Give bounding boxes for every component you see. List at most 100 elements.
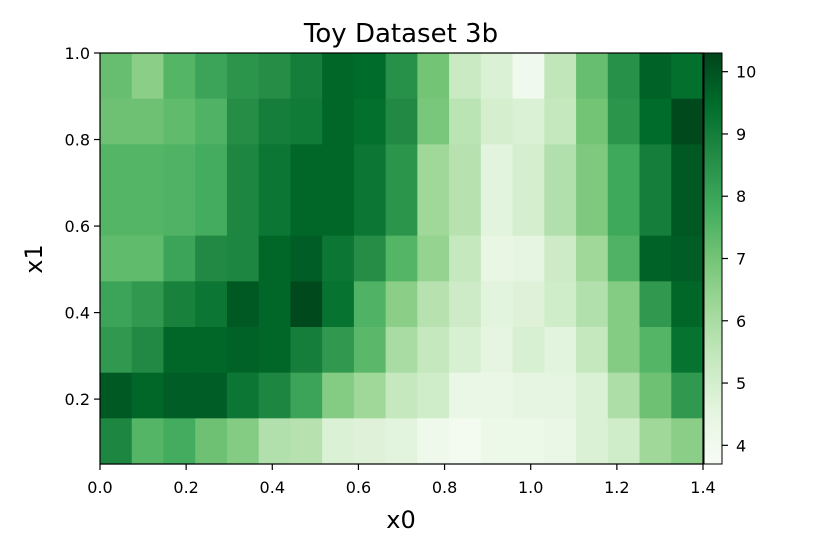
x-tick-label: 0.8 xyxy=(432,478,457,497)
heatmap-cell xyxy=(258,53,292,100)
heatmap-cell xyxy=(449,53,482,100)
heatmap-cell xyxy=(480,53,514,100)
heatmap-cell xyxy=(100,327,133,374)
colorbar-tick-label: 5 xyxy=(736,374,746,393)
heatmap-cell xyxy=(258,144,292,191)
y-tick-label: 0.8 xyxy=(65,131,90,150)
x-tick-label: 1.2 xyxy=(604,478,629,497)
heatmap-cell xyxy=(195,53,228,100)
heatmap-cell xyxy=(195,98,228,145)
heatmap-cell xyxy=(449,235,482,282)
heatmap-cell xyxy=(639,372,672,419)
heatmap-cell xyxy=(544,235,577,282)
heatmap-cell xyxy=(449,327,482,374)
heatmap-cell xyxy=(163,327,196,374)
heatmap-cell xyxy=(544,53,577,100)
heatmap-cell xyxy=(131,53,165,100)
heatmap-cell xyxy=(576,327,609,374)
heatmap-cell xyxy=(385,372,418,419)
heatmap-cell xyxy=(449,144,482,191)
heatmap-cell xyxy=(576,53,609,100)
heatmap-cell xyxy=(258,98,292,145)
heatmap-cell xyxy=(417,372,450,419)
heatmap-cell xyxy=(449,281,482,328)
heatmap-cell xyxy=(607,190,641,237)
heatmap-cell xyxy=(290,53,323,100)
heatmap-cell xyxy=(480,327,514,374)
heatmap-cell xyxy=(607,98,641,145)
heatmap-cell xyxy=(385,235,418,282)
heatmap-cell xyxy=(385,53,418,100)
heatmap-cell xyxy=(417,190,450,237)
heatmap-cell xyxy=(353,53,387,100)
heatmap-cell xyxy=(226,144,260,191)
heatmap-cell xyxy=(131,418,165,465)
heatmap-cell xyxy=(512,418,545,465)
heatmap-cell xyxy=(100,53,133,100)
heatmap-cell xyxy=(322,418,355,465)
heatmap-cell xyxy=(576,98,609,145)
heatmap-cell xyxy=(671,235,704,282)
chart-title: Toy Dataset 3b xyxy=(303,19,498,49)
heatmap-cell xyxy=(671,53,704,100)
heatmap-cell xyxy=(607,235,641,282)
heatmap-cell xyxy=(671,418,704,465)
heatmap-cell xyxy=(480,281,514,328)
heatmap-cell xyxy=(290,235,323,282)
heatmap-cell xyxy=(607,53,641,100)
heatmap-cell xyxy=(131,98,165,145)
heatmap-cell xyxy=(607,144,641,191)
heatmap-cell xyxy=(195,418,228,465)
heatmap-cell xyxy=(385,98,418,145)
heatmap-cell xyxy=(417,327,450,374)
plot-frame xyxy=(99,52,704,465)
heatmap-cell xyxy=(353,327,387,374)
heatmap-cell xyxy=(195,190,228,237)
heatmap-cell xyxy=(576,190,609,237)
heatmap-cell xyxy=(512,372,545,419)
heatmap-cell xyxy=(163,235,196,282)
heatmap-cell xyxy=(290,372,323,419)
heatmap-cell xyxy=(290,327,323,374)
heatmap-cell xyxy=(449,98,482,145)
heatmap-cell xyxy=(639,144,672,191)
heatmap-cell xyxy=(671,190,704,237)
heatmap-cell xyxy=(639,281,672,328)
heatmap-cell xyxy=(258,281,292,328)
heatmap-cell xyxy=(353,372,387,419)
heatmap-cell xyxy=(512,327,545,374)
heatmap-cell xyxy=(195,144,228,191)
heatmap-cell xyxy=(322,327,355,374)
heatmap-cell xyxy=(607,372,641,419)
heatmap-cell xyxy=(512,281,545,328)
heatmap-cell xyxy=(100,418,133,465)
heatmap-cell xyxy=(607,418,641,465)
heatmap-cell xyxy=(385,144,418,191)
heatmap-cell xyxy=(639,327,672,374)
heatmap-cell xyxy=(131,281,165,328)
heatmap-cell xyxy=(226,418,260,465)
heatmap-cell xyxy=(512,53,545,100)
heatmap-cell xyxy=(290,98,323,145)
colorbar-tick-label: 4 xyxy=(736,436,746,455)
x-tick-label: 1.0 xyxy=(518,478,543,497)
x-tick-label: 0.2 xyxy=(173,478,198,497)
heatmap-cell xyxy=(195,235,228,282)
heatmap-cell xyxy=(163,190,196,237)
heatmap-cell xyxy=(226,327,260,374)
colorbar-axis: 4 5 6 7 8 9 10 xyxy=(722,63,756,455)
heatmap-cell xyxy=(290,144,323,191)
colorbar-tick-label: 7 xyxy=(736,250,746,269)
y-axis-label: x1 xyxy=(20,244,48,273)
heatmap-cell xyxy=(417,281,450,328)
heatmap-cell xyxy=(258,327,292,374)
heatmap-cell xyxy=(100,372,133,419)
x-tick-label: 0.4 xyxy=(260,478,285,497)
heatmap-cell xyxy=(480,418,514,465)
heatmap-cells xyxy=(100,53,704,465)
heatmap-cell xyxy=(544,327,577,374)
heatmap-cell xyxy=(671,281,704,328)
heatmap-cell xyxy=(480,372,514,419)
heatmap-cell xyxy=(417,418,450,465)
heatmap-cell xyxy=(322,235,355,282)
